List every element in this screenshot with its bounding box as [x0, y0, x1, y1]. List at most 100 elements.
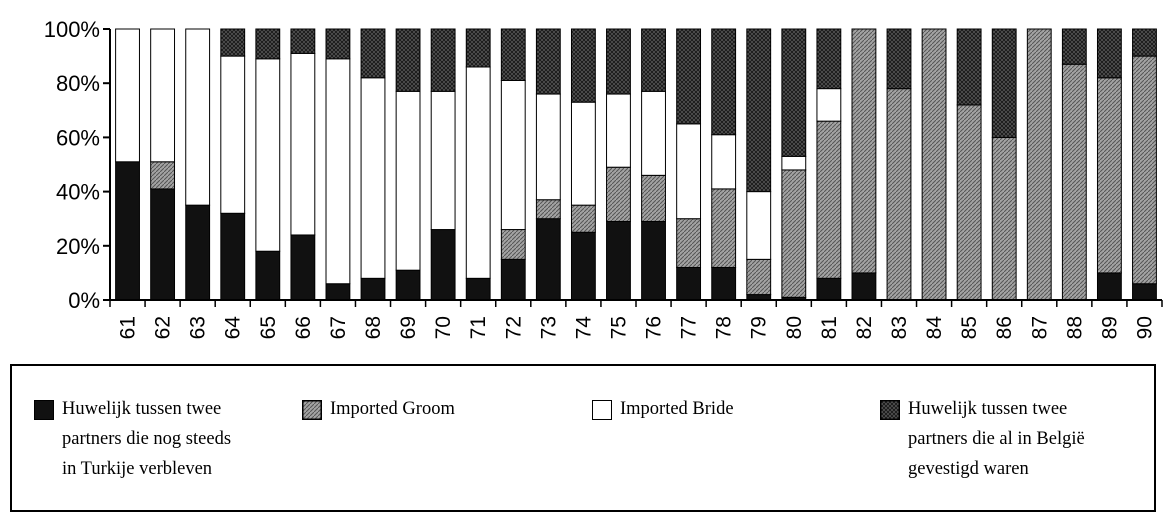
- bar-segment-solid-black: [430, 229, 456, 301]
- legend-swatch-white: [592, 400, 612, 420]
- bar-segment-dark-crosshatch: [711, 28, 737, 136]
- legend-item-turkey-couples: Huwelijk tussen twee partners die nog st…: [34, 398, 231, 484]
- bar-stack-80: [781, 28, 807, 301]
- bar-segment-solid-black: [816, 277, 842, 301]
- legend-label-imported-bride: Imported Bride: [620, 399, 734, 419]
- bar-segment-solid-black: [535, 218, 561, 301]
- bar-segment-dark-crosshatch: [430, 28, 456, 92]
- x-tick-label: 66: [292, 316, 315, 339]
- bar-segment-grey-hatch: [1132, 55, 1157, 285]
- x-tick-label: 64: [222, 316, 245, 340]
- bar-segment-grey-hatch: [886, 88, 912, 301]
- bar-segment-dark-crosshatch: [325, 28, 351, 60]
- bar-segment-solid-black: [606, 220, 631, 301]
- bar-stack-62: [150, 28, 176, 301]
- bar-stack-85: [956, 28, 982, 301]
- x-tick-label: 75: [607, 316, 630, 339]
- bars-group: [115, 28, 1157, 301]
- bar-segment-grey-hatch: [570, 204, 596, 233]
- bar-stack-75: [606, 28, 631, 301]
- x-tick-label: 68: [362, 316, 385, 339]
- x-tick-label: 87: [1028, 316, 1051, 339]
- x-tick-label: 85: [958, 316, 981, 339]
- x-tick-label: 77: [678, 316, 701, 339]
- bar-segment-white: [711, 134, 737, 190]
- bar-stack-66: [290, 28, 316, 301]
- bar-segment-white: [185, 28, 211, 206]
- x-tick-label: 61: [117, 316, 140, 339]
- x-tick-label: 83: [888, 316, 911, 339]
- legend-swatch-grey-hatch: [302, 400, 322, 420]
- bar-segment-grey-hatch: [606, 166, 631, 222]
- x-tick-label: 86: [993, 316, 1016, 339]
- y-tick-label: 20%: [56, 234, 100, 259]
- bar-stack-81: [816, 28, 842, 301]
- bar-segment-solid-black: [851, 272, 877, 301]
- bar-stack-74: [570, 28, 596, 301]
- bar-segment-white: [430, 90, 456, 231]
- bar-segment-grey-hatch: [535, 199, 561, 220]
- y-tick-label: 40%: [56, 180, 100, 205]
- x-tick-label: 89: [1098, 316, 1121, 339]
- bar-segment-dark-crosshatch: [781, 28, 807, 157]
- bar-segment-white: [641, 90, 666, 176]
- legend-item-imported-bride: Imported Bride: [592, 398, 734, 424]
- bar-segment-dark-crosshatch: [255, 28, 281, 60]
- bar-stack-61: [115, 28, 140, 301]
- x-tick-label: 90: [1133, 316, 1156, 339]
- bar-segment-solid-black: [570, 231, 596, 301]
- legend-item-imported-groom: Imported Groom: [302, 398, 455, 424]
- y-tick-label: 0%: [68, 288, 100, 313]
- bar-segment-grey-hatch: [991, 136, 1017, 301]
- bar-segment-solid-black: [676, 266, 702, 301]
- legend-swatch-dark-crosshatch: [880, 400, 900, 420]
- bar-segment-solid-black: [290, 234, 316, 301]
- y-tick-label: 80%: [56, 71, 100, 96]
- bar-stack-73: [535, 28, 561, 301]
- bar-segment-dark-crosshatch: [290, 28, 316, 54]
- bar-stack-71: [465, 28, 491, 301]
- bar-segment-white: [465, 66, 491, 279]
- bar-segment-dark-crosshatch: [535, 28, 561, 95]
- x-tick-label: 69: [397, 316, 420, 339]
- bar-stack-65: [255, 28, 281, 301]
- bar-segment-dark-crosshatch: [676, 28, 702, 125]
- bar-segment-solid-black: [150, 188, 176, 301]
- bar-segment-solid-black: [395, 269, 421, 301]
- x-tick-label: 76: [643, 316, 666, 339]
- bar-stack-63: [185, 28, 211, 301]
- bar-segment-solid-black: [641, 220, 666, 301]
- x-tick-label: 70: [432, 316, 455, 339]
- legend-label-belgium-couples: Huwelijk tussen twee partners die al in …: [908, 399, 1085, 479]
- bar-segment-white: [290, 52, 316, 236]
- bar-stack-72: [500, 28, 526, 301]
- x-axis: 61 62 63 64 65 66 67 68 69 70 71 72 73 74 75 76 77 78 79 80…: [109, 299, 1163, 340]
- legend-label-imported-groom: Imported Groom: [330, 399, 455, 419]
- y-tick-label: 60%: [56, 125, 100, 150]
- bar-segment-dark-crosshatch: [816, 28, 842, 90]
- x-tick-label: 81: [818, 316, 841, 339]
- bar-segment-grey-hatch: [1026, 28, 1052, 301]
- bar-segment-dark-crosshatch: [991, 28, 1017, 138]
- bar-segment-dark-crosshatch: [1096, 28, 1122, 79]
- x-tick-label: 79: [748, 316, 771, 339]
- bar-stack-88: [1061, 28, 1087, 301]
- bar-stack-86: [991, 28, 1017, 301]
- x-tick-label: 62: [152, 316, 175, 339]
- bar-segment-dark-crosshatch: [606, 28, 631, 95]
- bar-stack-90: [1132, 28, 1157, 301]
- legend-label-turkey-couples: Huwelijk tussen twee partners die nog st…: [62, 399, 232, 479]
- bar-segment-dark-crosshatch: [570, 28, 596, 103]
- legend-item-belgium-couples: Huwelijk tussen twee partners die al in …: [880, 398, 1085, 484]
- bar-stack-70: [430, 28, 456, 301]
- bar-segment-white: [781, 155, 807, 171]
- bar-segment-solid-black: [1132, 283, 1157, 301]
- bar-segment-white: [360, 77, 386, 279]
- bar-segment-dark-crosshatch: [1132, 28, 1157, 57]
- y-tick-label: 100%: [44, 17, 100, 42]
- bar-segment-dark-crosshatch: [220, 28, 246, 57]
- x-tick-label: 82: [853, 316, 876, 339]
- bar-segment-white: [255, 58, 281, 252]
- bar-segment-grey-hatch: [816, 120, 842, 279]
- bar-segment-solid-black: [360, 277, 386, 301]
